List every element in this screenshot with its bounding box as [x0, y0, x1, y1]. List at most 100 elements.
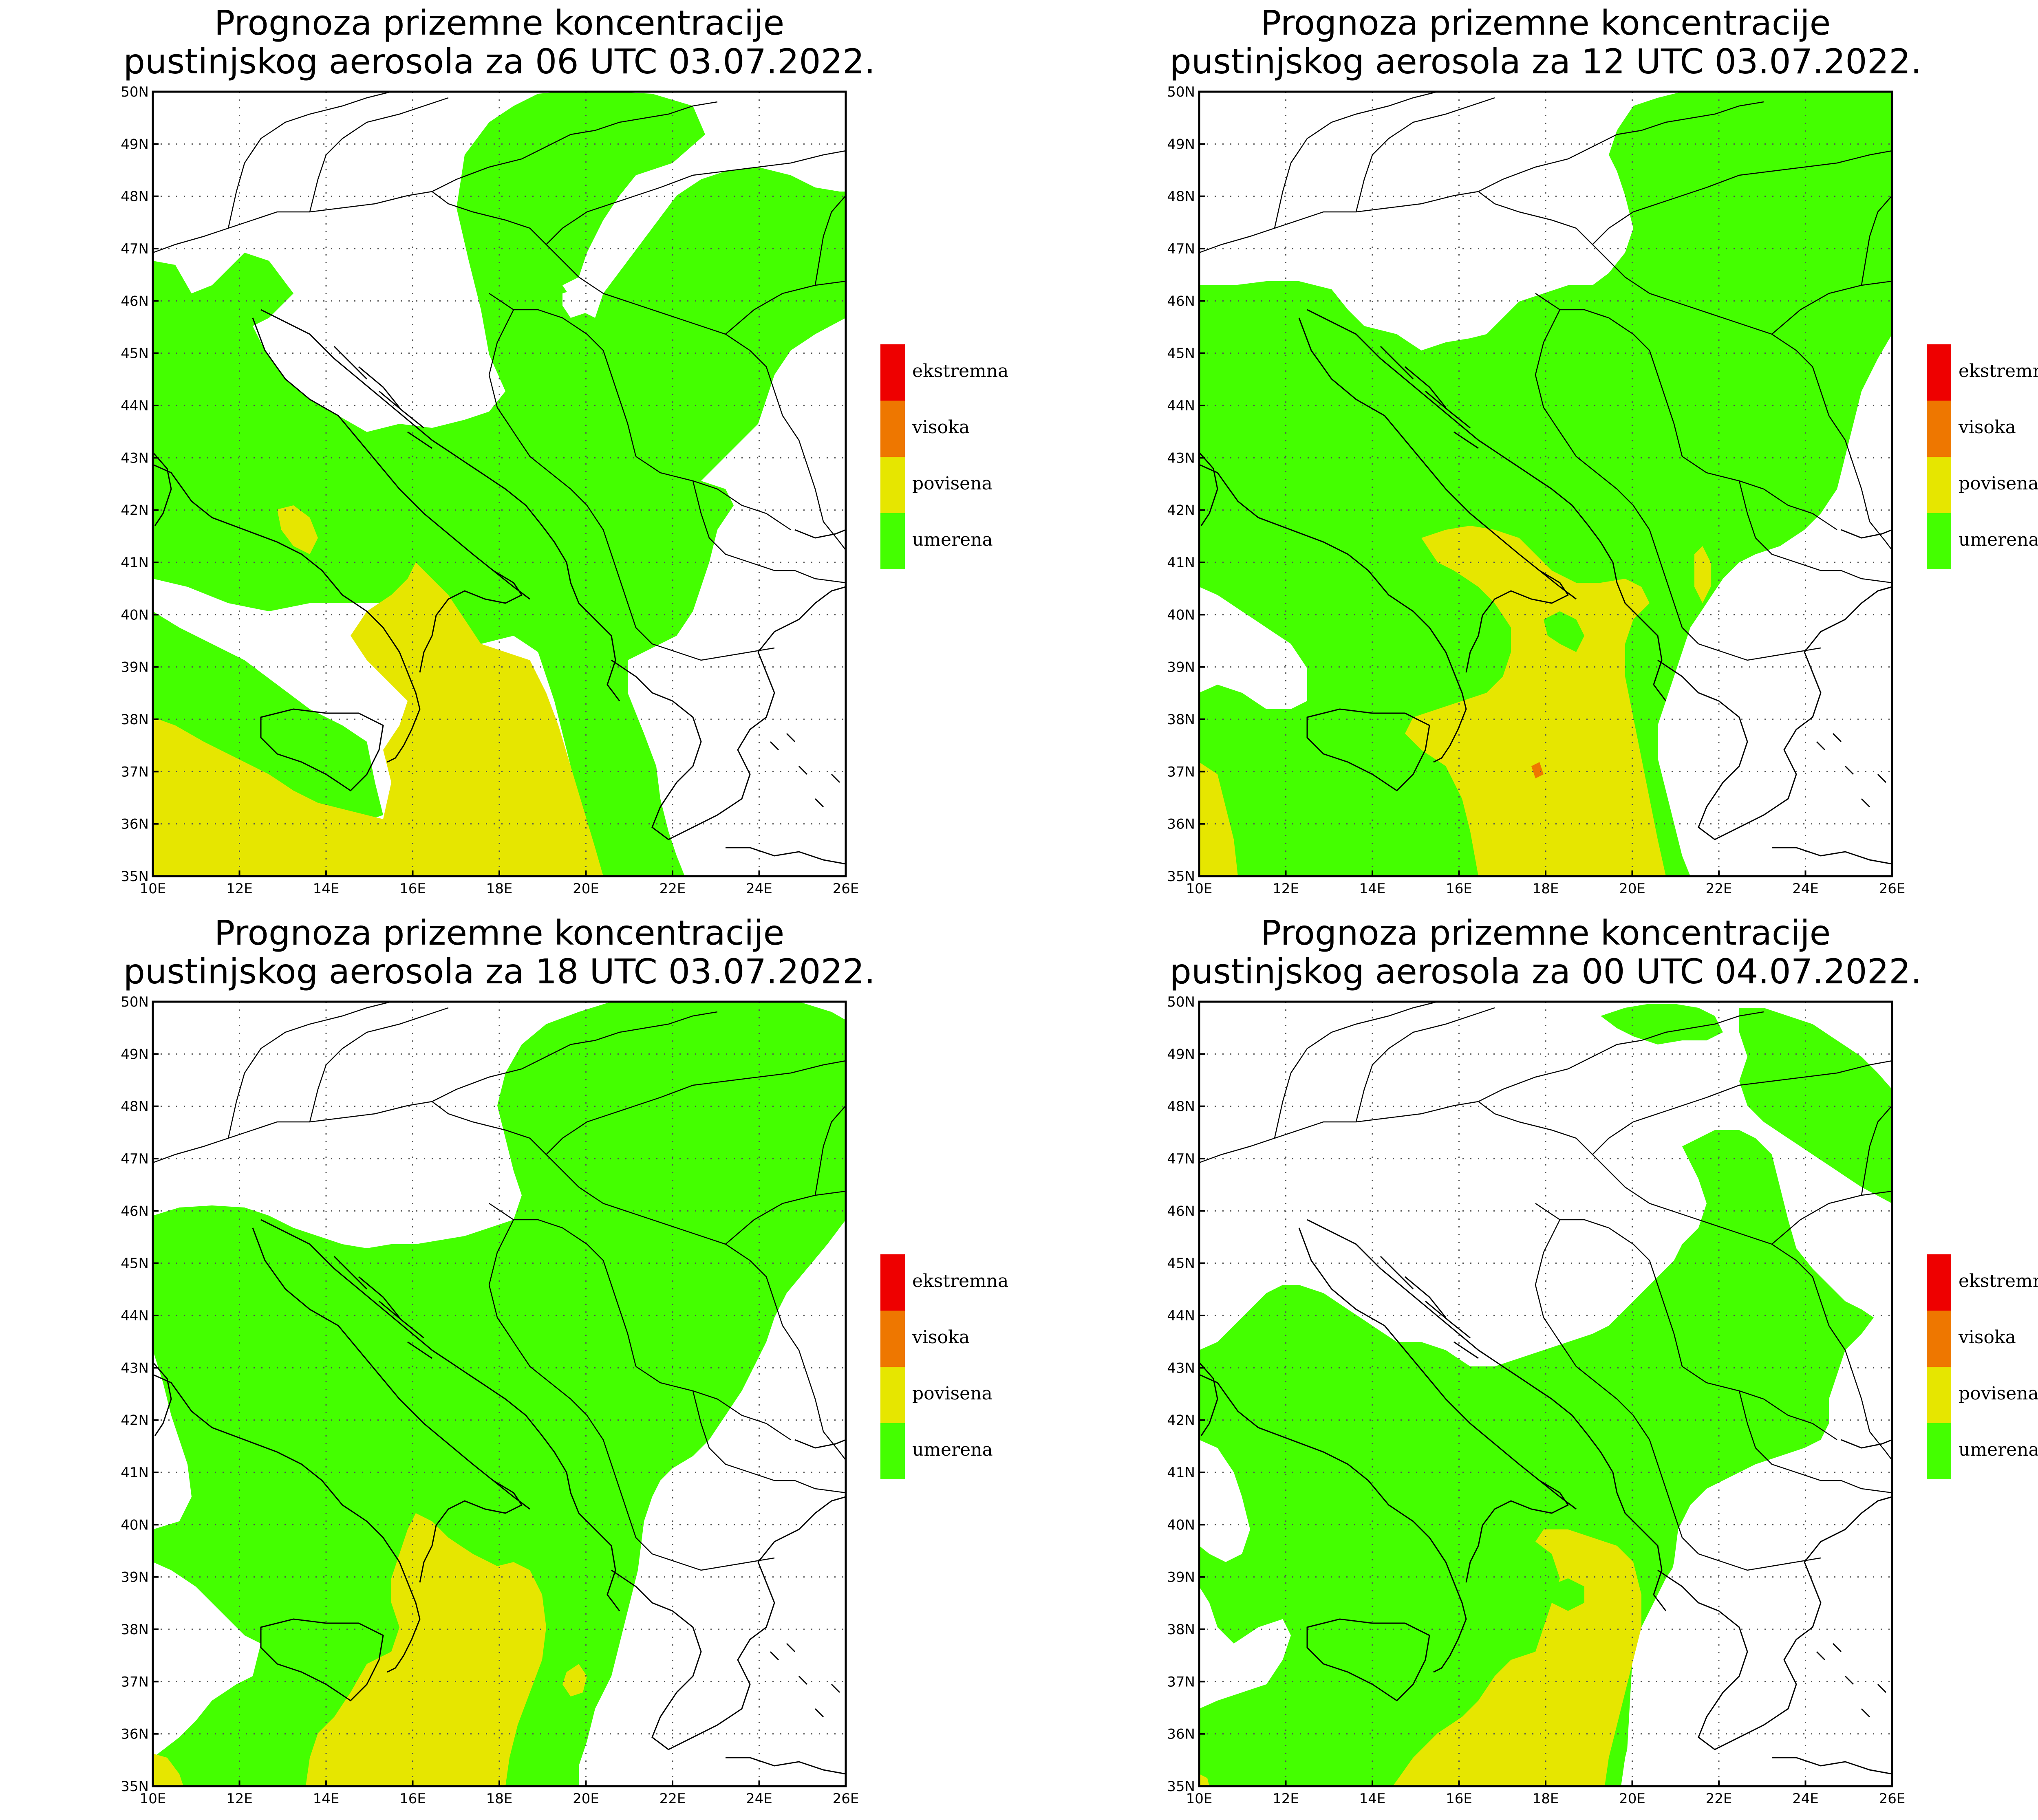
legend-label: ekstremna	[1959, 1271, 2038, 1291]
y-tick-label: 44N	[1167, 398, 1195, 414]
y-tick-label: 47N	[121, 1151, 149, 1167]
y-tick-label: 35N	[121, 1778, 149, 1795]
y-tick-label: 49N	[1167, 136, 1195, 152]
x-tick-label: 12E	[226, 881, 253, 897]
y-tick-label: 36N	[121, 1726, 149, 1743]
y-tick-label: 39N	[1167, 659, 1195, 676]
legend-swatch	[880, 401, 905, 457]
panel-title-line1: Prognoza prizemne koncentracije	[214, 3, 785, 43]
y-tick-label: 43N	[121, 1360, 149, 1376]
y-tick-label: 35N	[121, 868, 149, 885]
y-tick-label: 40N	[1167, 1517, 1195, 1533]
x-tick-label: 22E	[659, 881, 686, 897]
map-panel: Prognoza prizemne koncentracije pustinjs…	[121, 913, 1008, 1807]
legend-swatch	[1927, 1254, 1951, 1311]
x-tick-label: 24E	[746, 881, 772, 897]
y-tick-label: 39N	[121, 659, 149, 676]
map-panel: Prognoza prizemne koncentracije pustinjs…	[1167, 913, 2038, 1807]
y-tick-label: 39N	[121, 1569, 149, 1586]
panel-title-line2: pustinjskog aerosola za 06 UTC 03.07.202…	[124, 42, 876, 82]
concentration-area	[1199, 1774, 1209, 1786]
y-tick-label: 50N	[121, 84, 149, 100]
legend-swatch	[1927, 457, 1951, 513]
concentration-area	[1625, 1476, 1892, 1786]
concentration-area	[306, 1513, 546, 1786]
x-tick-label: 12E	[226, 1791, 253, 1807]
y-tick-label: 50N	[1167, 994, 1195, 1010]
x-tick-label: 20E	[1619, 1791, 1645, 1807]
x-tick-label: 14E	[313, 1791, 340, 1807]
x-tick-label: 18E	[486, 881, 513, 897]
x-tick-label: 14E	[1359, 1791, 1386, 1807]
y-tick-label: 45N	[1167, 1256, 1195, 1272]
legend-swatch	[880, 1423, 905, 1479]
axis-ticks: 10E 12E 14E 16E 18E 20E 22E 24E 26E 35N 36N 37N 38N 3…	[121, 994, 859, 1807]
legend-label: umerena	[912, 529, 993, 550]
x-tick-label: 18E	[1533, 1791, 1559, 1807]
y-tick-label: 36N	[1167, 816, 1195, 833]
concentration-area	[1682, 505, 1892, 876]
forecast-panel-18utc: Prognoza prizemne koncentracije pustinjs…	[0, 910, 1046, 1820]
legend-label: povisena	[1959, 473, 2038, 494]
axis-ticks: 10E 12E 14E 16E 18E 20E 22E 24E 26E 35N 36N 37N 38N 3…	[121, 84, 859, 897]
y-tick-label: 40N	[121, 1517, 149, 1533]
legend-label: visoka	[912, 417, 970, 438]
y-tick-label: 44N	[1167, 1308, 1195, 1324]
legend-label: visoka	[912, 1327, 970, 1348]
x-tick-label: 10E	[1186, 1791, 1213, 1807]
x-tick-label: 24E	[1792, 1791, 1819, 1807]
legend: ekstremna visoka povisena umerena	[880, 1254, 1008, 1479]
concentration-area	[1694, 546, 1711, 603]
legend-label: visoka	[1958, 417, 2016, 438]
y-tick-label: 37N	[121, 1674, 149, 1690]
legend-swatch	[880, 1311, 905, 1367]
y-tick-label: 36N	[121, 816, 149, 833]
x-tick-label: 22E	[659, 1791, 686, 1807]
y-tick-label: 47N	[1167, 1151, 1195, 1167]
y-tick-label: 35N	[1167, 1778, 1195, 1795]
x-tick-label: 26E	[833, 881, 859, 897]
x-tick-label: 26E	[833, 1791, 859, 1807]
y-tick-label: 38N	[121, 1622, 149, 1638]
x-tick-label: 24E	[1792, 881, 1819, 897]
y-tick-label: 48N	[1167, 1099, 1195, 1115]
x-tick-label: 12E	[1273, 1791, 1299, 1807]
concentration-area	[1531, 762, 1544, 778]
concentration-area	[1199, 762, 1238, 876]
concentration-area	[1199, 1440, 1250, 1562]
legend-swatch	[880, 1254, 905, 1311]
x-tick-label: 18E	[486, 1791, 513, 1807]
y-tick-label: 42N	[121, 502, 149, 519]
legend-label: umerena	[912, 1439, 993, 1460]
x-tick-label: 18E	[1533, 881, 1559, 897]
x-tick-label: 14E	[1359, 881, 1386, 897]
y-tick-label: 44N	[121, 1308, 149, 1324]
y-tick-label: 37N	[1167, 1674, 1195, 1690]
y-tick-label: 42N	[1167, 502, 1195, 519]
y-tick-label: 46N	[121, 293, 149, 309]
concentration-area	[1405, 526, 1666, 876]
x-tick-label: 20E	[573, 881, 599, 897]
panel-title-line2: pustinjskog aerosola za 18 UTC 03.07.202…	[124, 952, 876, 992]
x-tick-label: 12E	[1273, 881, 1299, 897]
map-panel: Prognoza prizemne koncentracije pustinjs…	[121, 3, 1008, 897]
y-tick-label: 47N	[1167, 241, 1195, 257]
y-tick-label: 37N	[1167, 764, 1195, 780]
panel-title-line2: pustinjskog aerosola za 00 UTC 04.07.202…	[1170, 952, 1922, 992]
concentration-area	[277, 505, 318, 554]
forecast-panel-12utc: Prognoza prizemne koncentracije pustinjs…	[1046, 0, 2038, 910]
y-tick-label: 38N	[1167, 712, 1195, 728]
x-tick-label: 10E	[140, 1791, 166, 1807]
map-panel: Prognoza prizemne koncentracije pustinjs…	[1167, 3, 2038, 897]
y-tick-label: 41N	[1167, 1465, 1195, 1481]
legend-label: ekstremna	[912, 1271, 1008, 1291]
concentration-area	[153, 562, 603, 876]
axis-ticks: 10E 12E 14E 16E 18E 20E 22E 24E 26E 35N 36N 37N 38N 3…	[1167, 994, 1905, 1807]
legend-swatch	[1927, 401, 1951, 457]
x-tick-label: 16E	[399, 1791, 426, 1807]
y-tick-label: 43N	[121, 450, 149, 466]
concentration-area	[587, 1423, 846, 1786]
y-tick-label: 43N	[1167, 450, 1195, 466]
x-tick-label: 20E	[573, 1791, 599, 1807]
y-tick-label: 45N	[121, 346, 149, 362]
